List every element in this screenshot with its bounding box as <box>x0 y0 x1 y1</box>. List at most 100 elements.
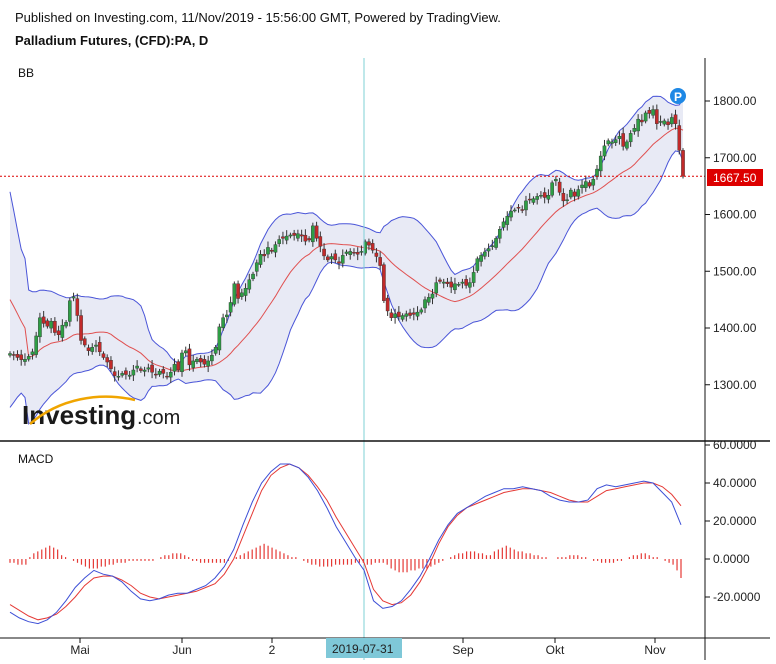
date-tick-label: Nov <box>644 643 665 657</box>
candle-body <box>165 375 169 378</box>
candle-body <box>124 370 128 375</box>
candle-body <box>557 181 562 193</box>
candle-body <box>292 232 296 236</box>
candle-body <box>183 350 188 354</box>
candle-body <box>464 279 468 286</box>
candle-body <box>576 189 581 197</box>
logo-suffix: .com <box>137 407 180 429</box>
candle-body <box>617 135 622 139</box>
candle-body <box>15 354 20 358</box>
candle-body <box>146 367 151 370</box>
candle-body <box>565 199 569 201</box>
bb-panel[interactable]: BB <box>0 66 705 425</box>
candle-body <box>434 282 439 294</box>
price-tick-label: 1400.00 <box>713 321 757 335</box>
candle-body <box>75 298 80 316</box>
p-badge-text: P <box>674 90 682 104</box>
price-tick-label: 1700.00 <box>713 151 757 165</box>
candle-body <box>483 251 487 257</box>
candle-body <box>651 109 655 116</box>
candle-body <box>228 302 233 313</box>
bollinger-upper-line <box>9 95 684 365</box>
candle-body <box>546 195 551 200</box>
last-price-tag: 1667.50 <box>707 169 763 186</box>
candle-body <box>662 120 667 125</box>
candle-body <box>374 252 379 257</box>
macd-tick-label: -20.0000 <box>713 590 761 604</box>
candle-body <box>412 312 416 315</box>
candle-body <box>471 272 476 283</box>
candle-body <box>666 121 670 126</box>
candle-body <box>109 360 113 370</box>
candle-body <box>598 155 603 172</box>
candle-body <box>669 117 674 125</box>
candle-body <box>621 133 625 147</box>
candle-body <box>202 359 207 365</box>
candle-body <box>49 320 53 329</box>
candle-body <box>41 316 46 324</box>
candle-body <box>460 281 465 284</box>
candle-body <box>213 347 218 354</box>
candle-body <box>135 365 139 369</box>
candle-body <box>587 182 592 187</box>
candle-body <box>64 322 68 327</box>
candle-body <box>628 133 633 143</box>
candle-body <box>38 317 42 338</box>
price-tick-label: 1300.00 <box>713 378 757 392</box>
candle-body <box>225 314 229 318</box>
candle-body <box>56 330 61 336</box>
candle-body <box>168 372 173 378</box>
candle-body <box>243 288 248 296</box>
candle-body <box>468 282 472 288</box>
candle-body <box>26 356 31 360</box>
candle-body <box>281 236 285 239</box>
candle-body <box>311 225 315 243</box>
candle-body <box>393 313 397 318</box>
candles-layer <box>8 104 685 384</box>
candle-body <box>337 261 341 264</box>
candle-body <box>180 352 184 373</box>
candle-body <box>329 256 334 260</box>
macd-axis: 60.0000 40.0000 20.0000 0.0000 -20.0000 <box>705 438 761 604</box>
candle-body <box>217 326 222 351</box>
candle-body <box>45 320 50 327</box>
candle-body <box>23 359 27 362</box>
p-badge[interactable]: P <box>670 88 686 104</box>
logo-swoosh <box>29 395 136 425</box>
candle-body <box>195 359 199 363</box>
bb-indicator-label: BB <box>18 66 34 80</box>
macd-signal-line <box>9 463 682 621</box>
candle-body <box>580 184 584 188</box>
candle-body <box>198 358 203 363</box>
candle-body <box>30 351 35 355</box>
candle-body <box>340 255 345 264</box>
candle-body <box>127 374 132 377</box>
candle-body <box>643 112 648 122</box>
candle-body <box>408 312 412 316</box>
candle-body <box>79 315 83 341</box>
candle-body <box>475 258 480 271</box>
candle-body <box>636 118 640 132</box>
candle-body <box>572 191 577 197</box>
candle-body <box>681 150 685 177</box>
bollinger-lower-line <box>9 150 684 425</box>
candle-body <box>625 141 629 149</box>
candle-body <box>131 369 136 376</box>
candle-body <box>299 234 304 237</box>
candle-body <box>116 376 121 378</box>
macd-panel[interactable]: MACD <box>9 452 682 625</box>
candle-body <box>512 209 517 212</box>
last-price-tag-text: 1667.50 <box>713 171 757 185</box>
crosshair-date-tag-bg <box>326 638 402 658</box>
candle-body <box>449 281 453 288</box>
bollinger-basis-line <box>9 127 684 372</box>
macd-histogram <box>9 543 682 578</box>
candle-body <box>176 361 181 371</box>
candle-body <box>561 193 566 202</box>
candle-body <box>539 195 543 197</box>
candle-body <box>11 354 16 356</box>
candle-body <box>258 254 263 265</box>
candle-body <box>524 200 528 211</box>
candle-body <box>19 354 24 360</box>
